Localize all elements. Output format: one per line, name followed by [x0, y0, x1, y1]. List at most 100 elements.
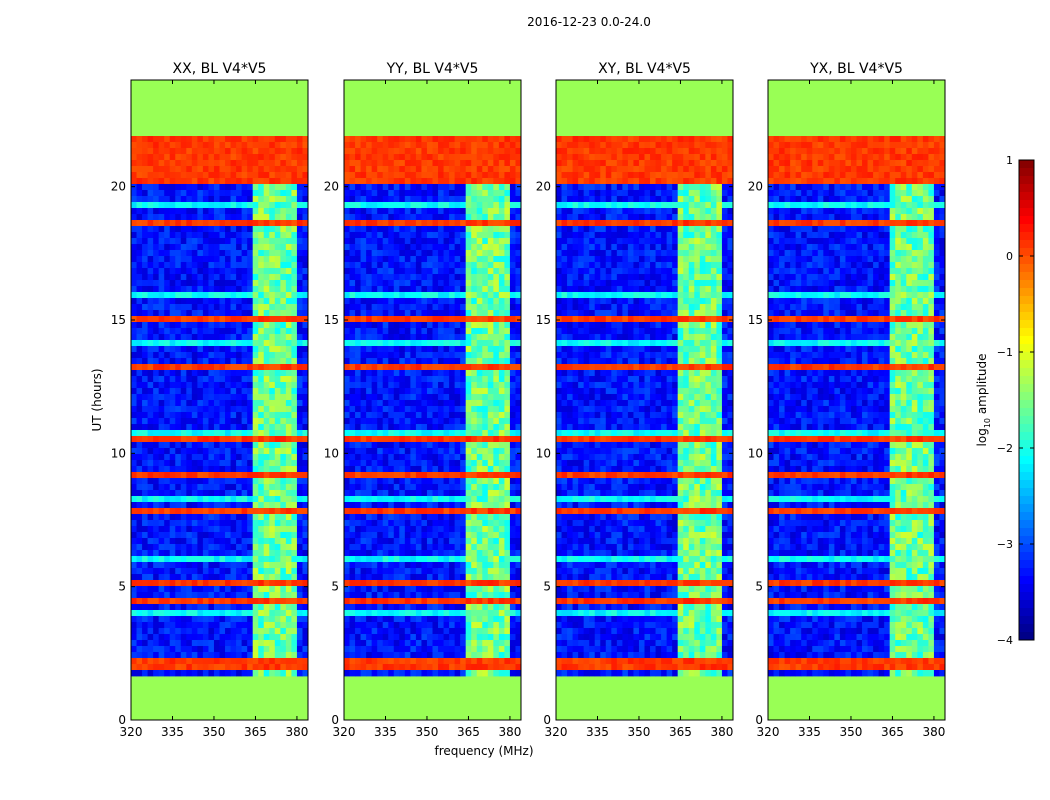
panel-title: YY, BL V4*V5 [386, 61, 479, 77]
axes-frame [767, 79, 946, 721]
colorbar-segment [1019, 184, 1034, 193]
x-tick-label: 335 [161, 725, 184, 739]
spectrogram [131, 136, 309, 677]
panels-group: XX, BL V4*V5 320 335 350 365 380 0 5 10 15 20 YY, B… [111, 61, 946, 739]
colorbar-segment [1019, 352, 1034, 361]
colorbar-segment [1019, 440, 1034, 449]
colorbar-segment [1019, 552, 1034, 561]
panel-4: YX, BL V4*V5 320 335 350 365 380 0 5 10 15 20 [748, 61, 946, 739]
y-tick-label: 15 [111, 313, 126, 327]
x-tick-label: 350 [628, 725, 651, 739]
colorbar-segment [1019, 464, 1034, 473]
colorbar-segment [1019, 624, 1034, 633]
colorbar-segment [1019, 192, 1034, 201]
y-tick-label: 20 [536, 180, 551, 194]
colorbar-segment [1019, 600, 1034, 609]
y-tick-label: 5 [755, 580, 763, 594]
colorbar-segment [1019, 176, 1034, 185]
x-tick-label: 350 [840, 725, 863, 739]
colorbar-segment [1019, 344, 1034, 353]
colorbar-segment [1019, 376, 1034, 385]
colorbar-tick-label: −2 [997, 442, 1013, 455]
colorbar-segment [1019, 280, 1034, 289]
colorbar-segment [1019, 456, 1034, 465]
y-tick-label: 15 [748, 313, 763, 327]
colorbar-tick-label: 1 [1006, 154, 1013, 167]
y-tick-label: 0 [543, 713, 551, 727]
colorbar-segment [1019, 232, 1034, 241]
colorbar-segment [1019, 608, 1034, 617]
colorbar-segment [1019, 264, 1034, 273]
panel-1: XX, BL V4*V5 320 335 350 365 380 0 5 10 15 20 [111, 61, 309, 739]
x-tick-label: 380 [710, 725, 733, 739]
panel-title: YX, BL V4*V5 [809, 61, 903, 77]
x-tick-label: 365 [669, 725, 692, 739]
colorbar-label: log10 amplitude [975, 354, 992, 447]
colorbar-segment [1019, 424, 1034, 433]
panel-title: XX, BL V4*V5 [173, 61, 267, 77]
colorbar-segment [1019, 432, 1034, 441]
colorbar-segment [1019, 616, 1034, 625]
colorbar-segment [1019, 488, 1034, 497]
colorbar-segment [1019, 568, 1034, 577]
colorbar-segment [1019, 520, 1034, 529]
colorbar-segment [1019, 168, 1034, 177]
colorbar-segment [1019, 480, 1034, 489]
y-tick-label: 0 [118, 713, 126, 727]
x-tick-label: 335 [374, 725, 397, 739]
x-tick-label: 380 [922, 725, 945, 739]
colorbar-segment [1019, 200, 1034, 209]
colorbar-segment [1019, 528, 1034, 537]
x-tick-label: 365 [244, 725, 267, 739]
colorbar-segment [1019, 536, 1034, 545]
colorbar-segment [1019, 584, 1034, 593]
colorbar-segment [1019, 408, 1034, 417]
x-tick-label: 350 [203, 725, 226, 739]
y-tick-label: 10 [536, 446, 551, 460]
colorbar-segment [1019, 160, 1034, 169]
colorbar-segment [1019, 304, 1034, 313]
y-tick-label: 10 [111, 446, 126, 460]
colorbar-segment [1019, 384, 1034, 393]
y-tick-label: 20 [324, 180, 339, 194]
colorbar-segment [1019, 208, 1034, 217]
colorbar-segment [1019, 360, 1034, 369]
colorbar-segment [1019, 632, 1034, 641]
colorbar-segment [1019, 504, 1034, 513]
spectrogram [344, 136, 522, 677]
y-tick-label: 5 [331, 580, 339, 594]
colorbar-segment [1019, 448, 1034, 457]
y-tick-label: 0 [331, 713, 339, 727]
y-tick-label: 15 [536, 313, 551, 327]
panel-3: XY, BL V4*V5 320 335 350 365 380 0 5 10 15 20 [536, 61, 734, 739]
x-tick-label: 380 [498, 725, 521, 739]
x-tick-label: 380 [285, 725, 308, 739]
colorbar-segment [1019, 288, 1034, 297]
x-tick-label: 320 [333, 725, 356, 739]
colorbar-frame [1018, 159, 1035, 641]
colorbar-segment [1019, 576, 1034, 585]
x-tick-label: 335 [586, 725, 609, 739]
colorbar-segment [1019, 336, 1034, 345]
colorbar-segment [1019, 216, 1034, 225]
x-tick-label: 335 [798, 725, 821, 739]
colorbar-segment [1019, 496, 1034, 505]
colorbar-segment [1019, 240, 1034, 249]
x-tick-label: 320 [120, 725, 143, 739]
colorbar-segment [1019, 248, 1034, 257]
y-tick-label: 5 [118, 580, 126, 594]
x-tick-label: 365 [457, 725, 480, 739]
y-tick-label: 20 [111, 180, 126, 194]
colorbar-tick-label: −3 [997, 538, 1013, 551]
spectrogram [768, 136, 946, 677]
y-tick-label: 20 [748, 180, 763, 194]
spectrogram [556, 136, 734, 677]
x-axis-label: frequency (MHz) [434, 744, 533, 758]
colorbar-segment [1019, 416, 1034, 425]
colorbar-segment [1019, 592, 1034, 601]
colorbar-segment [1019, 312, 1034, 321]
colorbar-segment [1019, 224, 1034, 233]
y-tick-label: 5 [543, 580, 551, 594]
y-tick-label: 10 [324, 446, 339, 460]
